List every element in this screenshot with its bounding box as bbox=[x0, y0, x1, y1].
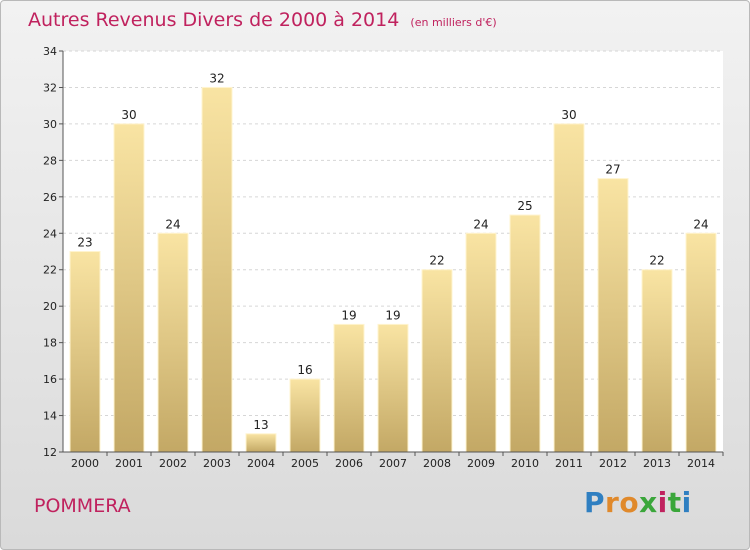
y-tick-label: 34 bbox=[43, 45, 57, 58]
y-tick-label: 30 bbox=[43, 118, 57, 131]
x-tick-label-2004: 2004 bbox=[247, 457, 275, 470]
chart-title: Autres Revenus Divers de 2000 à 2014 (en… bbox=[28, 9, 497, 31]
value-label-2013: 22 bbox=[649, 254, 664, 268]
value-label-2011: 30 bbox=[561, 108, 576, 122]
y-tick-label: 32 bbox=[43, 81, 57, 94]
x-tick-label-2000: 2000 bbox=[71, 457, 99, 470]
logo-letter: o bbox=[619, 486, 640, 519]
logo-letter: t bbox=[667, 486, 682, 519]
value-label-2010: 25 bbox=[517, 199, 532, 213]
x-tick-label-2002: 2002 bbox=[159, 457, 187, 470]
bar-2002 bbox=[157, 232, 189, 453]
bar-2000 bbox=[69, 251, 101, 453]
proxiti-logo: Proxiti bbox=[584, 486, 692, 519]
x-tick-label-2005: 2005 bbox=[291, 457, 319, 470]
bar-2011 bbox=[553, 123, 585, 453]
bar-2006 bbox=[333, 323, 365, 453]
x-tick-label-2001: 2001 bbox=[115, 457, 143, 470]
value-label-2000: 23 bbox=[77, 236, 92, 250]
value-label-2001: 30 bbox=[121, 108, 136, 122]
x-tick-label-2006: 2006 bbox=[335, 457, 363, 470]
value-label-2007: 19 bbox=[385, 308, 400, 322]
x-tick-label-2009: 2009 bbox=[467, 457, 495, 470]
logo-letter: P bbox=[584, 486, 606, 519]
y-tick-label: 26 bbox=[43, 191, 57, 204]
x-tick-label-2008: 2008 bbox=[423, 457, 451, 470]
commune-name: POMMERA bbox=[34, 495, 131, 517]
x-tick-label-2014: 2014 bbox=[687, 457, 715, 470]
x-tick-label-2007: 2007 bbox=[379, 457, 407, 470]
y-tick-label: 12 bbox=[43, 446, 57, 459]
y-tick-label: 24 bbox=[43, 227, 57, 240]
bar-2001 bbox=[113, 123, 145, 453]
axes: 12 14 16 18 20 22 24 26 28 30 32 34 2000 2001 2002 2003… bbox=[43, 45, 724, 470]
value-label-2009: 24 bbox=[473, 217, 488, 231]
value-label-2005: 16 bbox=[297, 363, 312, 377]
y-tick-label: 16 bbox=[43, 373, 57, 386]
value-label-2006: 19 bbox=[341, 308, 356, 322]
title-main: Autres Revenus Divers de 2000 à 2014 bbox=[28, 9, 400, 31]
y-tick-label: 22 bbox=[43, 264, 57, 277]
logo-letter: i bbox=[681, 486, 692, 519]
bar-2008 bbox=[421, 269, 453, 453]
x-tick-label-2003: 2003 bbox=[203, 457, 231, 470]
bar-2003 bbox=[201, 86, 233, 453]
bar-2009 bbox=[465, 232, 497, 453]
x-tick-label-2012: 2012 bbox=[599, 457, 627, 470]
logo-letter: x bbox=[639, 486, 658, 519]
value-label-2014: 24 bbox=[693, 217, 708, 231]
x-tick-label-2011: 2011 bbox=[555, 457, 583, 470]
value-label-2004: 13 bbox=[253, 418, 268, 432]
value-label-2002: 24 bbox=[165, 217, 180, 231]
logo-letter: i bbox=[657, 486, 668, 519]
value-label-2012: 27 bbox=[605, 163, 620, 177]
x-tick-label-2013: 2013 bbox=[643, 457, 671, 470]
title-unit: (en milliers d'€) bbox=[410, 16, 497, 29]
value-label-2003: 32 bbox=[209, 71, 224, 85]
bar-2012 bbox=[597, 178, 629, 453]
x-tick-label-2010: 2010 bbox=[511, 457, 539, 470]
y-tick-label: 20 bbox=[43, 300, 57, 313]
y-tick-label: 28 bbox=[43, 154, 57, 167]
y-tick-label: 18 bbox=[43, 337, 57, 350]
y-tick-label: 14 bbox=[43, 410, 57, 423]
bar-2004 bbox=[245, 433, 277, 453]
bar-2010 bbox=[509, 214, 541, 453]
value-label-2008: 22 bbox=[429, 254, 444, 268]
bar-2014 bbox=[685, 232, 717, 453]
bar-2013 bbox=[641, 269, 673, 453]
bars: 23 30 24 32 13 16 19 19 22 24 25 30 27 22 24 bbox=[69, 71, 717, 453]
logo-letter: r bbox=[605, 486, 620, 519]
bar-2007 bbox=[377, 323, 409, 453]
bar-2005 bbox=[289, 378, 321, 453]
